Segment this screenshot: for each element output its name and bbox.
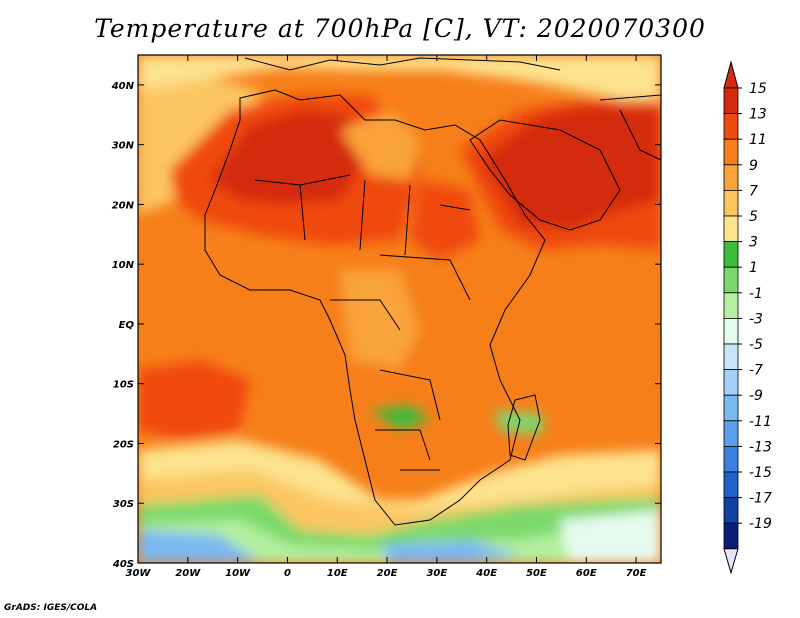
lat-tick-label: EQ: [119, 320, 135, 331]
lon-tick-label: 10E: [327, 568, 348, 579]
colorbar-label: -17: [749, 491, 772, 507]
lon-tick-label: 30W: [126, 568, 152, 579]
colorbar-swatch: [723, 138, 739, 166]
lon-tick-label: 10W: [225, 568, 251, 579]
colorbar-label: 1: [749, 260, 758, 276]
lat-tick-label: 10S: [113, 380, 134, 391]
colorbar-swatch: [723, 317, 739, 345]
colorbar-label: -13: [749, 439, 772, 455]
colorbar-swatch: [723, 189, 739, 217]
lon-tick-label: 70E: [626, 568, 647, 579]
lon-tick-label: 30E: [426, 568, 447, 579]
colorbar-swatch: [723, 292, 739, 319]
colorbar-top-arrow: [723, 60, 739, 89]
colorbar-label: -11: [749, 414, 772, 430]
map-title: Temperature at 700hPa [C], VT: 202007030…: [94, 14, 706, 43]
colorbar-label: 13: [749, 107, 767, 123]
lon-tick-label: 0: [284, 568, 291, 579]
colorbar-swatch: [723, 266, 739, 294]
colorbar-swatch: [723, 343, 739, 371]
grads-credit: GrADS: IGES/COLA: [4, 603, 98, 613]
lat-tick-label: 30S: [113, 499, 134, 510]
lat-tick-label: 10N: [112, 260, 135, 271]
lon-tick-label: 40E: [475, 568, 497, 579]
colorbar-swatch: [723, 497, 739, 524]
lon-tick-label: 20E: [377, 568, 398, 579]
lon-tick-label: 50E: [526, 568, 547, 579]
lon-tick-label: 20W: [175, 568, 201, 579]
colorbar-swatch: [723, 522, 739, 550]
colorbar-swatch: [723, 369, 739, 396]
colorbar-swatch: [723, 471, 739, 499]
colorbar-bottom-arrow: [723, 548, 739, 575]
lat-tick-label: 30N: [112, 141, 135, 152]
lat-axis: 40N 30N 20N 10N EQ 10S 20S 30S 40S: [111, 81, 661, 570]
colorbar-label: -3: [749, 311, 763, 327]
colorbar-swatch: [723, 241, 739, 268]
lon-tick-label: 60E: [576, 568, 597, 579]
colorbar-swatch: [723, 394, 739, 422]
colorbar-label: -9: [749, 388, 763, 404]
lat-tick-label: 40N: [111, 81, 135, 92]
coastlines: [204, 57, 661, 526]
colorbar: 15 13 11 9 7 5 3 1 -1 -3 -5 -7 -9 -11 -13 -15 -17 -19: [723, 60, 772, 575]
colorbar-label: 11: [749, 132, 767, 148]
colorbar-swatch: [723, 420, 739, 447]
temperature-field: [138, 55, 661, 563]
colorbar-swatch: [723, 87, 739, 115]
lat-tick-label: 40S: [112, 559, 134, 570]
lat-tick-label: 20S: [113, 439, 134, 450]
colorbar-swatch: [723, 215, 739, 243]
colorbar-label: 7: [749, 183, 758, 199]
colorbar-label: -15: [749, 465, 772, 481]
colorbar-swatch: [723, 445, 739, 473]
colorbar-label: 15: [749, 81, 767, 97]
colorbar-label: -19: [749, 516, 772, 532]
colorbar-label: 5: [749, 209, 758, 225]
colorbar-label: 9: [749, 158, 758, 174]
map-frame: [137, 54, 662, 564]
lon-axis: 30W 20W 10W 0 10E 20E 30E 40E 50E 60E 70E: [126, 55, 647, 579]
lat-tick-label: 20N: [112, 200, 135, 211]
colorbar-swatch: [723, 164, 739, 191]
colorbar-label: -5: [749, 337, 763, 353]
colorbar-swatch: [723, 113, 739, 140]
colorbar-label: 3: [749, 235, 758, 251]
colorbar-label: -1: [749, 286, 763, 302]
colorbar-label: -7: [749, 363, 763, 379]
